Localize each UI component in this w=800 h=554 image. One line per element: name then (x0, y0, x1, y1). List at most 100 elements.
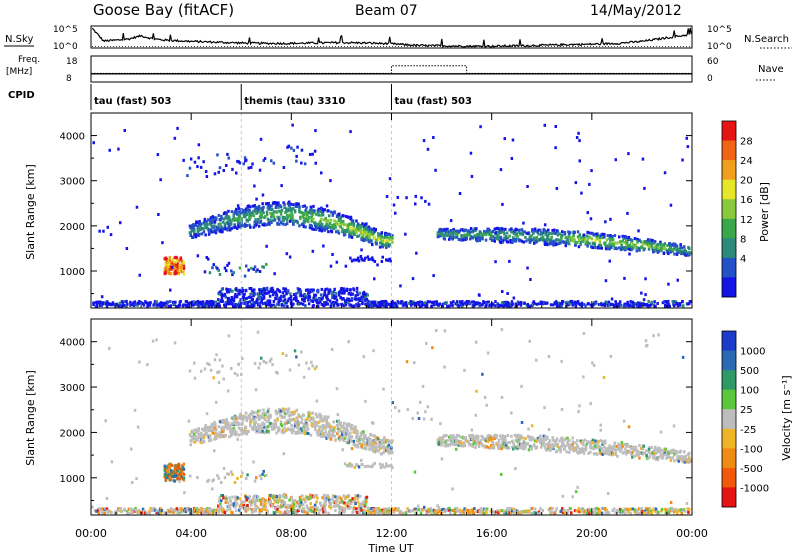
velocity-cell (212, 431, 215, 435)
velocity-cell (287, 414, 291, 418)
velocity-cell (199, 369, 203, 373)
power-cell (574, 243, 577, 247)
velocity-cell (127, 511, 131, 515)
power-cell (153, 300, 157, 304)
velocity-cell (206, 433, 209, 437)
power-cell (610, 246, 613, 249)
power-cell (206, 226, 209, 230)
power-cell (573, 300, 577, 304)
power-cell (349, 215, 353, 219)
velocity-cell (188, 508, 191, 512)
velocity-cell (499, 444, 503, 448)
power-cell (356, 224, 359, 228)
power-cell (568, 231, 572, 235)
power-cell (376, 304, 379, 308)
velocity-cell (290, 508, 294, 512)
power-cell (96, 302, 99, 306)
velocity-cell (232, 417, 235, 421)
power-cell (645, 303, 649, 307)
velocity-cell (267, 500, 270, 504)
power-cell (521, 231, 525, 235)
velocity-cell (248, 507, 251, 511)
power-cell (286, 305, 289, 308)
power-cell (276, 287, 279, 291)
velocity-cell (275, 431, 278, 435)
velocity-cell (232, 502, 236, 506)
power-cell (149, 301, 152, 305)
power-cell (277, 205, 280, 209)
power-cell (632, 304, 635, 308)
velocity-cell (315, 423, 319, 427)
velocity-cell (301, 503, 305, 507)
power-cell (420, 196, 423, 200)
velocity-cell (602, 441, 605, 445)
velocity-cell (291, 412, 294, 416)
velocity-cell (233, 428, 236, 432)
power-cell (352, 222, 356, 226)
power-cell (380, 260, 384, 263)
velocity-cell (449, 434, 453, 438)
power-cell (590, 169, 593, 173)
power-cell (488, 228, 491, 232)
velocity-cell (256, 506, 260, 510)
power-cell (457, 238, 461, 241)
velocity-cell (607, 446, 610, 450)
velocity-cell (319, 419, 322, 423)
velocity-cell (469, 443, 472, 447)
power-cell (347, 291, 351, 295)
velocity-cell (679, 449, 682, 453)
velocity-cell (358, 442, 362, 446)
power-cell (465, 237, 468, 241)
ytick-label: 4000 (60, 132, 85, 143)
velocity-cell (193, 434, 196, 438)
velocity-cell (634, 445, 638, 449)
power-cell (321, 213, 325, 217)
velocity-cell (368, 444, 371, 448)
power-cell (238, 303, 242, 307)
velocity-cell (567, 443, 570, 447)
velocity-cell (210, 428, 214, 432)
power-cell (673, 304, 676, 308)
velocity-cell (189, 434, 192, 438)
velocity-cell (278, 506, 282, 510)
power-cell (227, 261, 231, 265)
velocity-cell (237, 433, 241, 437)
power-cell (632, 302, 635, 305)
power-cell (197, 226, 200, 230)
power-cell (217, 170, 220, 174)
velocity-cell (641, 452, 645, 456)
power-cell (328, 222, 332, 226)
power-cell (341, 222, 344, 226)
power-cell (666, 244, 669, 247)
power-cell (248, 223, 251, 227)
power-cell (493, 227, 496, 231)
power-cell (207, 304, 211, 308)
velocity-cell (264, 502, 267, 506)
power-cell (249, 225, 252, 229)
power-cell (368, 304, 371, 308)
velocity-cell (231, 473, 234, 477)
power-cell (274, 206, 278, 210)
power-cell (292, 203, 295, 207)
power-cell (389, 238, 392, 242)
power-cell (383, 236, 386, 240)
velocity-cell (446, 439, 449, 443)
power-cell (389, 235, 392, 239)
velocity-cell (200, 439, 204, 443)
power-cell (332, 304, 336, 308)
power-cell (349, 217, 353, 221)
velocity-cell (253, 501, 257, 505)
freq-series (91, 65, 692, 75)
power-cell (460, 238, 463, 242)
velocity-cell (235, 509, 238, 513)
power-cell (272, 161, 276, 165)
velocity-cell (519, 446, 522, 450)
velocity-cell (165, 473, 169, 477)
velocity-cell (191, 436, 194, 440)
power-cell (244, 299, 247, 302)
power-cell (293, 219, 297, 223)
velocity-cell (247, 429, 250, 433)
power-cell (280, 208, 284, 212)
velocity-cell (424, 410, 427, 414)
power-cell (641, 241, 645, 245)
